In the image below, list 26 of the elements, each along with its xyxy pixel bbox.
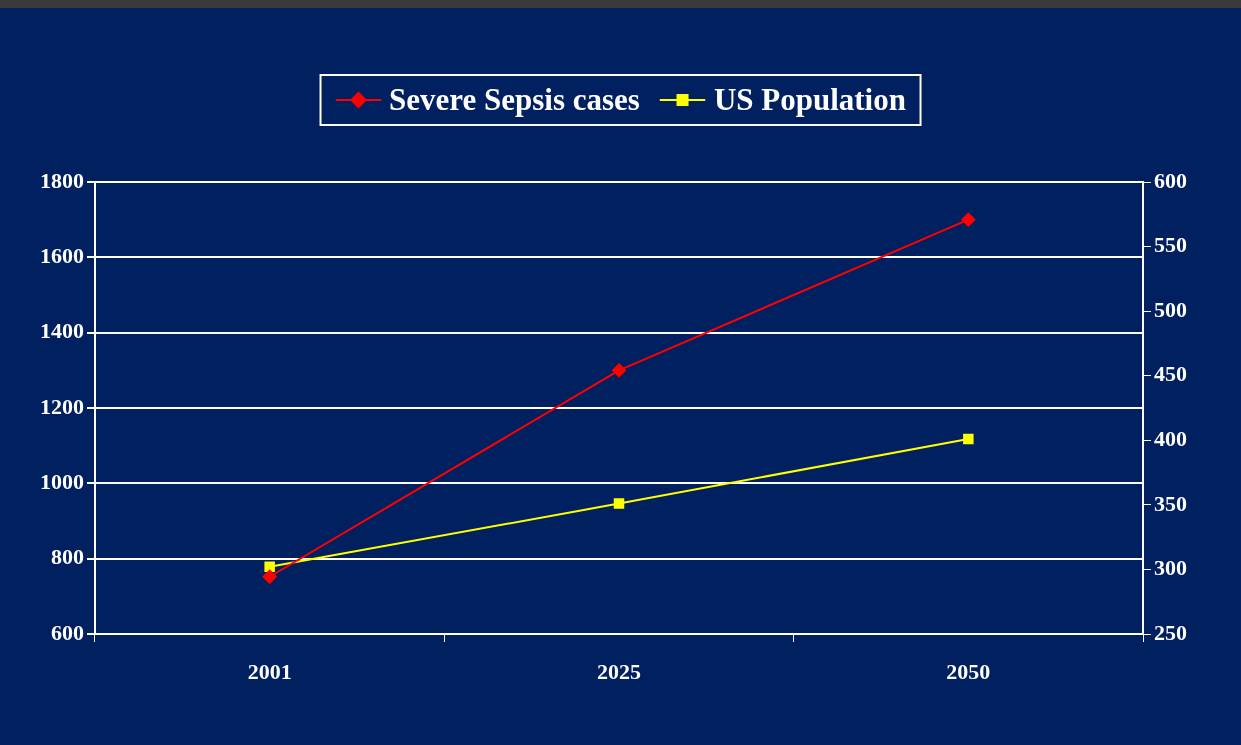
point <box>613 498 625 509</box>
y2-tick-label: 300 <box>1154 555 1187 581</box>
y2-tick-label: 450 <box>1154 361 1187 387</box>
y-tick-label: 1200 <box>40 393 84 419</box>
y2-tick-label: 500 <box>1154 296 1187 322</box>
y-tick-label: 800 <box>51 544 84 570</box>
y-tick-label: 1800 <box>40 167 84 193</box>
y-tick-label: 1600 <box>40 243 84 269</box>
point <box>612 363 626 378</box>
y2-tick-label: 400 <box>1154 425 1187 451</box>
x-tick-label: 2025 <box>597 658 641 684</box>
point <box>963 433 974 445</box>
point <box>264 561 275 573</box>
y2-tick-label: 250 <box>1154 619 1187 645</box>
x-tick-label: 2001 <box>247 658 292 684</box>
y2-tick-label: 550 <box>1154 232 1187 258</box>
point <box>262 569 277 584</box>
x-tick-label: 2050 <box>946 658 991 684</box>
y-tick-label: 1000 <box>40 469 84 495</box>
legend-label: Severe Sepsis cases <box>389 82 640 118</box>
y2-tick-label: 600 <box>1154 167 1187 193</box>
point <box>961 212 976 227</box>
legend-label: US Population <box>713 82 906 118</box>
y-tick-label: 600 <box>51 619 84 645</box>
y2-tick-label: 350 <box>1154 490 1187 516</box>
y-tick-label: 1400 <box>40 318 84 344</box>
